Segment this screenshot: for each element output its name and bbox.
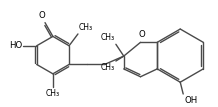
Text: O: O <box>39 11 45 20</box>
Text: CH₃: CH₃ <box>46 89 60 98</box>
Text: CH₃: CH₃ <box>101 33 115 42</box>
Text: CH₃: CH₃ <box>79 23 93 32</box>
Text: CH₃: CH₃ <box>101 63 115 72</box>
Text: OH: OH <box>184 96 198 105</box>
Text: HO: HO <box>9 41 22 50</box>
Text: O: O <box>138 30 145 39</box>
